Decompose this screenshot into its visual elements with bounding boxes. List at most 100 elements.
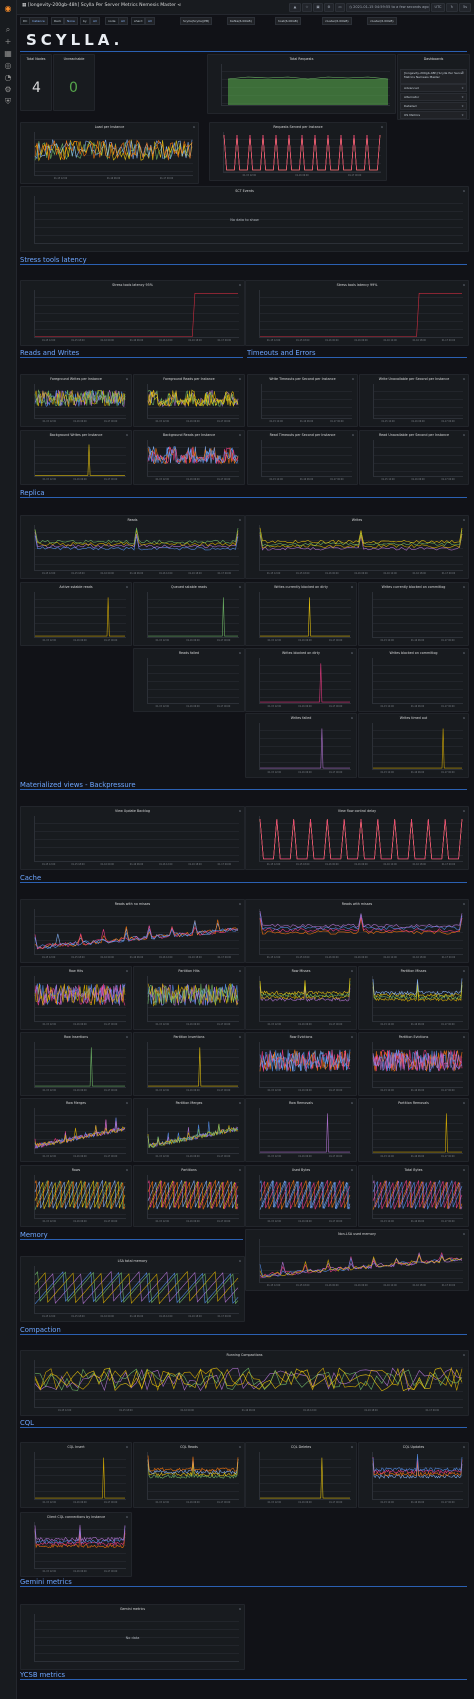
dashboard-link-2[interactable]: Advanced ★ [400, 84, 467, 92]
annotation-toggle-5[interactable]: cluster(6.00GB) [367, 17, 397, 25]
section-materialized-views[interactable]: Materialized views - Backpressure [20, 781, 136, 789]
dashboard-title[interactable]: ▦ [longevity-200gb-48h] Scylla Per Serve… [22, 3, 181, 8]
section-cache[interactable]: Cache [20, 874, 42, 882]
panel-menu-icon[interactable]: ⧉ [350, 1445, 353, 1449]
panel-menu-icon[interactable]: ⧉ [238, 1259, 241, 1263]
section-reads-and-writes[interactable]: Reads and Writes [20, 349, 80, 357]
panel-title[interactable]: Writes [351, 518, 363, 522]
star-icon[interactable]: ★ [461, 113, 464, 117]
panel-menu-icon[interactable]: ⧉ [238, 518, 241, 522]
panel-menu-icon[interactable]: ⧉ [350, 1168, 353, 1172]
panel-title[interactable]: View flow control delay [337, 809, 377, 813]
var-dc-select[interactable]: Instance [29, 17, 48, 25]
panel-title[interactable]: Background Reads per Instance [162, 433, 216, 437]
panel-menu-icon[interactable]: ⧉ [462, 433, 465, 437]
add-panel-button[interactable]: ▲ [289, 3, 301, 12]
panel-title[interactable]: Non-LSA used memory [338, 1232, 376, 1236]
panel-menu-icon[interactable]: ⧉ [125, 433, 128, 437]
panel-menu-icon[interactable]: ⧉ [462, 1168, 465, 1172]
panel-menu-icon[interactable]: ⧉ [125, 1445, 128, 1449]
panel-menu-icon[interactable]: ⧉ [125, 1035, 128, 1039]
panel-title[interactable]: Writes timed out [399, 716, 428, 720]
refresh-interval-select[interactable]: 5s [459, 3, 471, 12]
panel-title[interactable]: CQL Updates [402, 1445, 425, 1449]
panel-title[interactable]: Partitions [181, 1168, 197, 1172]
section-timeouts-and-errors[interactable]: Timeouts and Errors [247, 349, 316, 357]
panel-menu-icon[interactable]: ⧉ [238, 1607, 241, 1611]
panel-title[interactable]: CQL Deletes [290, 1445, 312, 1449]
configuration-icon[interactable]: ⚙ [4, 85, 12, 94]
dashboards-icon[interactable]: ▦ [4, 49, 12, 58]
panel-title[interactable]: Gemini metrics [119, 1607, 146, 1611]
panel-title[interactable]: CQL Reads [180, 1445, 198, 1449]
section-memory[interactable]: Memory [20, 1231, 48, 1239]
panel-title[interactable]: Partition Misses [400, 969, 427, 973]
star-icon[interactable]: ★ [461, 104, 464, 108]
panel-menu-icon[interactable]: ⧉ [238, 1168, 241, 1172]
section-replica[interactable]: Replica [20, 489, 45, 497]
panel-menu-icon[interactable]: ⧉ [350, 651, 353, 655]
panel-title[interactable]: Total Bytes [404, 1168, 423, 1172]
panel-menu-icon[interactable]: ⧉ [462, 1101, 465, 1105]
panel-menu-icon[interactable]: ⧉ [238, 969, 241, 973]
panel-title[interactable]: Load per Instance [94, 125, 125, 129]
panel-title[interactable]: Rows [71, 1168, 81, 1172]
panel-menu-icon[interactable]: ⧉ [462, 809, 465, 813]
panel-title[interactable]: LSA total memory [117, 1259, 148, 1263]
panel-menu-icon[interactable]: ⧉ [462, 1035, 465, 1039]
star-icon[interactable]: ★ [461, 95, 464, 99]
panel-menu-icon[interactable]: ⧉ [462, 716, 465, 720]
panel-title[interactable]: Used Bytes [291, 1168, 311, 1172]
star-icon[interactable]: ☆ [302, 3, 312, 12]
panel-menu-icon[interactable]: ⧉ [238, 651, 241, 655]
dashboard-link-5[interactable]: OS Metrics ★ [400, 111, 467, 119]
panel-menu-icon[interactable]: ⧉ [462, 377, 465, 381]
var-shard-select[interactable]: All [145, 17, 155, 25]
var-rack-select[interactable]: None [64, 17, 78, 25]
panel-title[interactable]: Running Compactions [226, 1353, 263, 1357]
panel-title[interactable]: Writes currently blocked on dirty [274, 585, 328, 589]
panel-menu-icon[interactable]: ⧉ [238, 433, 241, 437]
panel-title[interactable]: Partition Hits [178, 969, 200, 973]
panel-title[interactable]: Reads with no misses [114, 902, 151, 906]
panel-menu-icon[interactable]: ⧉ [462, 585, 465, 589]
panel-menu-icon[interactable]: ⧉ [238, 377, 241, 381]
panel-title[interactable]: SCT Events [235, 189, 254, 193]
panel-menu-icon[interactable]: ⧉ [462, 283, 465, 287]
panel-menu-icon[interactable]: ⧉ [125, 1168, 128, 1172]
zoom-out-button[interactable]: UTC [431, 3, 445, 12]
panel-menu-icon[interactable]: ⧉ [462, 1232, 465, 1236]
panel-menu-icon[interactable]: ⧉ [351, 433, 354, 437]
panel-title[interactable]: Client CQL connections by instance [46, 1515, 106, 1519]
panel-menu-icon[interactable]: ⧉ [462, 969, 465, 973]
panel-menu-icon[interactable]: ⧉ [238, 902, 241, 906]
panel-menu-icon[interactable]: ⧉ [125, 1515, 128, 1519]
annotation-toggle-4[interactable]: cluster(6.00GB) [322, 17, 352, 25]
shield-icon[interactable]: ⛨ [5, 97, 11, 106]
panel-title[interactable]: Queued sstable reads [171, 585, 207, 589]
panel-menu-icon[interactable]: ⧉ [380, 125, 383, 129]
panel-title[interactable]: Write Unavailable per Second per Instanc… [378, 377, 450, 381]
panel-title[interactable]: Partition Removals [398, 1101, 429, 1105]
panel-menu-icon[interactable]: ⧉ [462, 518, 465, 522]
panel-title[interactable]: Row Merges [66, 1101, 86, 1105]
star-icon[interactable]: ★ [461, 70, 464, 74]
tv-mode-icon[interactable]: ▭ [335, 3, 345, 12]
time-range-picker[interactable]: ◷ 2021-01-15 04:59:55 to a few seconds a… [346, 3, 430, 12]
panel-menu-icon[interactable]: ⧉ [238, 585, 241, 589]
annotation-toggle-2[interactable]: Kafka(6.00GB) [227, 17, 255, 25]
panel-menu-icon[interactable]: ⧉ [125, 585, 128, 589]
panel-menu-icon[interactable]: ⧉ [462, 1353, 465, 1357]
panel-menu-icon[interactable]: ⧉ [462, 1445, 465, 1449]
panel-menu-icon[interactable]: ⧉ [125, 969, 128, 973]
share-icon[interactable]: ⋖ [177, 3, 182, 8]
panel-title[interactable]: Writes blocked on commitlog [389, 651, 438, 655]
panel-menu-icon[interactable]: ⧉ [192, 125, 195, 129]
panel-title[interactable]: Reads with misses [341, 902, 373, 906]
panel-title[interactable]: Partition Insertions [173, 1035, 205, 1039]
dashboard-link-4[interactable]: Detailed ★ [400, 102, 467, 110]
panel-title[interactable]: Row Misses [291, 969, 311, 973]
panel-menu-icon[interactable]: ⧉ [350, 969, 353, 973]
panel-title[interactable]: Read Timeouts per Second per Instance [269, 433, 336, 437]
refresh-button[interactable]: ↻ [446, 3, 458, 12]
